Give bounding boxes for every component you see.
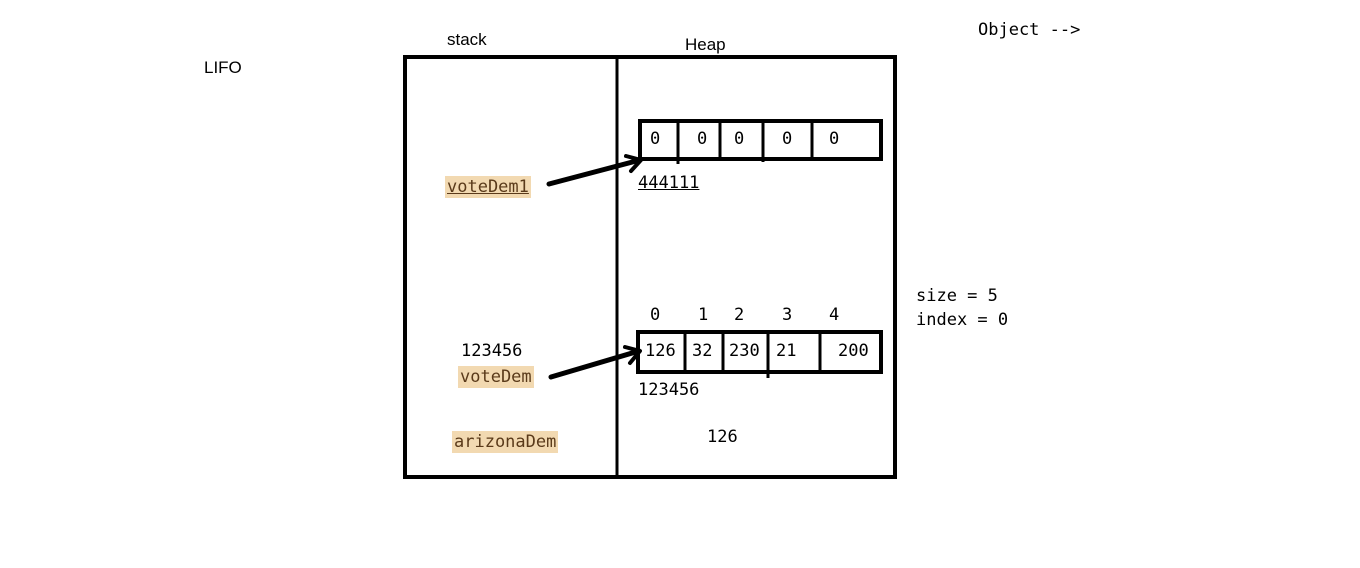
votedem-address-label: 123456 <box>461 341 523 361</box>
array1-cell: 0 <box>829 129 840 149</box>
var-votedem1: voteDem1 <box>445 176 531 198</box>
arrow-votedem1-to-array1 <box>546 154 643 187</box>
array1-address: 444111 <box>638 173 700 193</box>
var-arizonadem: arizonaDem <box>452 431 559 453</box>
index-label: index = 0 <box>916 310 1009 330</box>
memory-box <box>403 55 897 479</box>
array2-address: 123456 <box>638 380 700 400</box>
array1-cell: 0 <box>697 129 708 149</box>
lifo-label: LIFO <box>204 58 242 77</box>
array2-cell: 230 <box>729 341 760 361</box>
array2-cell: 200 <box>838 341 869 361</box>
array1-outline <box>638 119 883 161</box>
size-label: size = 5 <box>916 286 998 306</box>
array1-cell: 0 <box>734 129 745 149</box>
array2-index: 4 <box>829 305 840 325</box>
heap-loose-value: 126 <box>707 427 738 447</box>
array1-cell: 0 <box>782 129 793 149</box>
array2-index: 3 <box>782 305 793 325</box>
array2-index: 2 <box>734 305 745 325</box>
var-votedem: voteDem <box>458 366 534 388</box>
array2-cell: 32 <box>692 341 713 361</box>
heap-label: Heap <box>685 35 726 54</box>
array2-cell: 21 <box>776 341 797 361</box>
array2-cell: 126 <box>645 341 676 361</box>
stack-label: stack <box>447 30 487 49</box>
array1-cell: 0 <box>650 129 661 149</box>
array2-index: 1 <box>698 305 709 325</box>
object-label: Object --> <box>978 20 1081 40</box>
arrow-votedem-to-array2 <box>548 345 642 380</box>
array2-index: 0 <box>650 305 661 325</box>
